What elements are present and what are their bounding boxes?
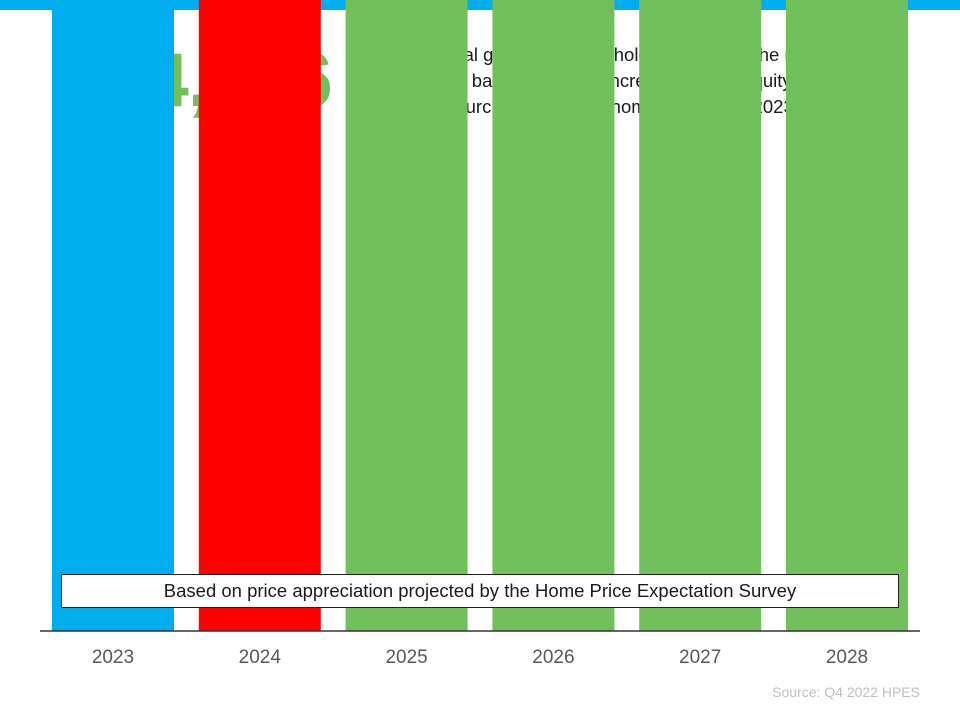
x-tick-label-2025: 2025	[385, 647, 427, 668]
bar-2028	[786, 0, 908, 631]
top-accent-bar	[0, 0, 960, 10]
bar-2027	[639, 0, 762, 631]
x-tick-label-2027: 2027	[679, 647, 721, 668]
survey-note: Based on price appreciation projected by…	[61, 574, 899, 608]
x-tick-label-2026: 2026	[532, 647, 574, 668]
bar-2025	[345, 0, 468, 631]
x-tick-label-2028: 2028	[826, 647, 868, 668]
bar-2024	[198, 0, 321, 631]
source-note: Source: Q4 2022 HPES	[772, 684, 920, 700]
bar-2023	[52, 0, 174, 631]
x-tick-label-2024: 2024	[239, 647, 282, 668]
x-tick-label-2023: 2023	[92, 647, 134, 668]
bar-2026	[492, 0, 615, 631]
